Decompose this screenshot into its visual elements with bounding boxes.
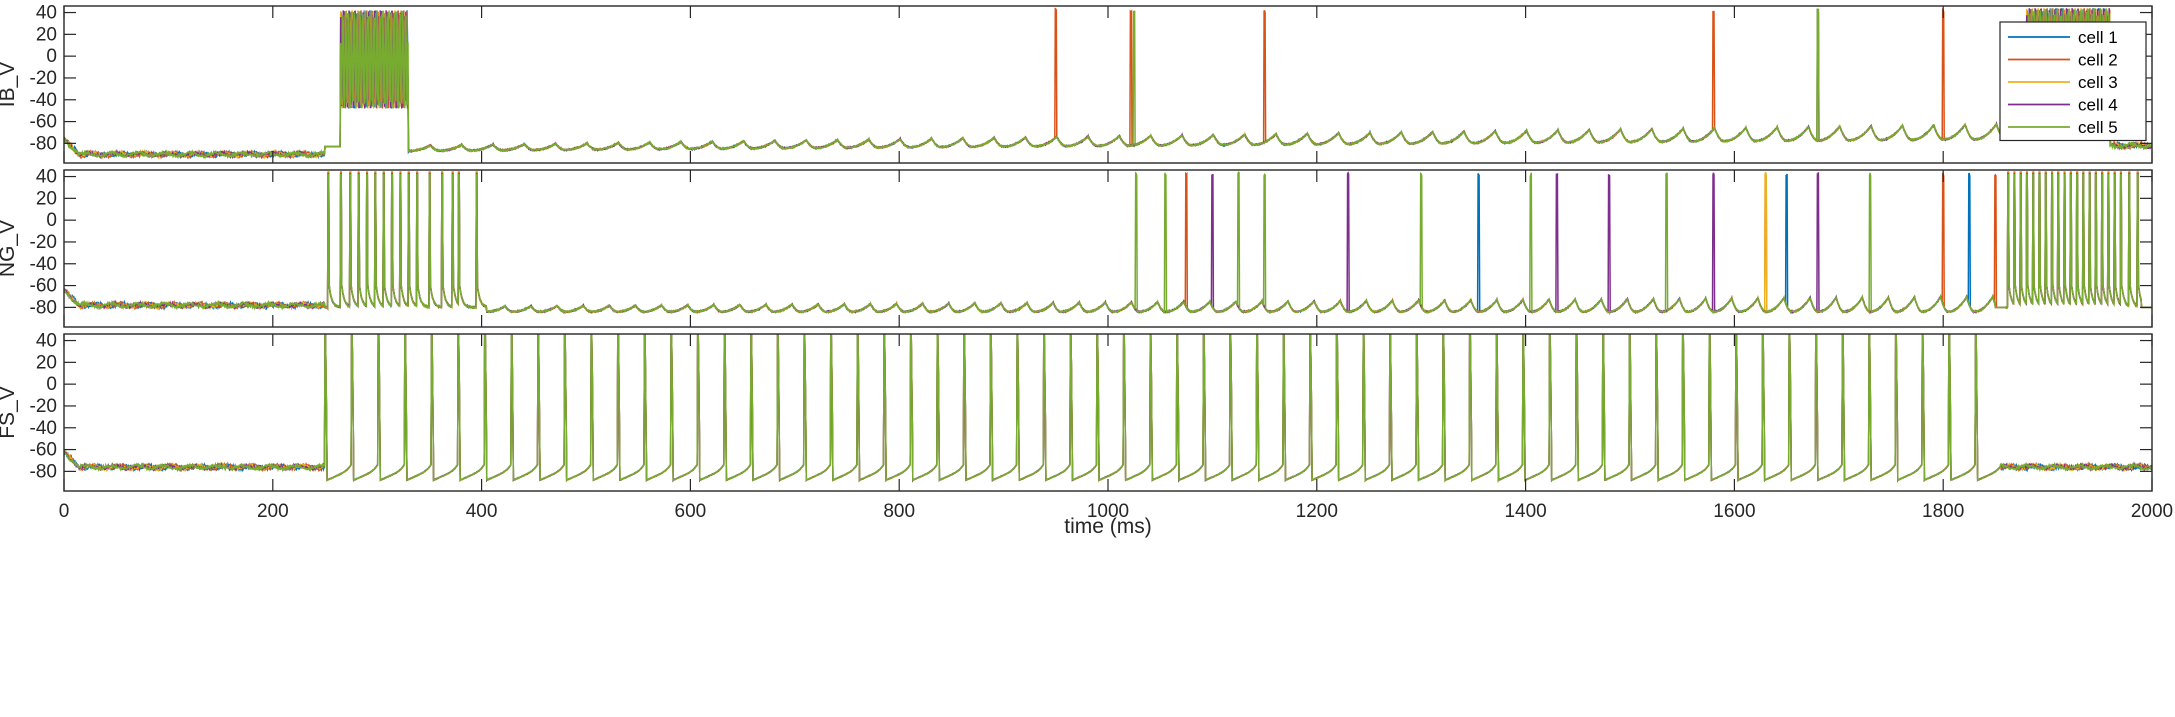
x-tick-label: 1000 <box>1087 501 1129 522</box>
x-tick-label: 200 <box>257 501 289 522</box>
legend: cell 1 cell 2 cell 3 cell 4 cell 5 <box>1999 21 2147 142</box>
y-tick-label: -40 <box>30 90 57 111</box>
legend-label: cell 4 <box>2078 96 2118 115</box>
y-tick-label: -60 <box>30 276 57 297</box>
x-tick-label: 600 <box>675 501 707 522</box>
legend-label: cell 3 <box>2078 73 2118 92</box>
x-tick-label: 800 <box>883 501 915 522</box>
traces <box>64 171 2152 315</box>
traces <box>64 334 2152 483</box>
series-line-cell-5 <box>64 171 2152 315</box>
y-tick-label: -80 <box>30 133 57 154</box>
y-axis-label: NG_V <box>0 220 19 277</box>
x-tick-label: 0 <box>59 501 70 522</box>
y-tick-label: -40 <box>30 254 57 275</box>
series-line-cell-5 <box>64 8 2152 160</box>
legend-label: cell 2 <box>2078 51 2118 70</box>
y-axis-label: IB_V <box>0 62 19 108</box>
y-tick-label: -60 <box>30 112 57 133</box>
y-tick-label: 0 <box>46 374 57 395</box>
x-tick-label: 1400 <box>1504 501 1546 522</box>
y-tick-label: -80 <box>30 297 57 318</box>
y-tick-label: -20 <box>30 232 57 253</box>
x-tick-label: 1800 <box>1922 501 1964 522</box>
y-tick-label: -20 <box>30 68 57 89</box>
x-tick-label: 400 <box>466 501 498 522</box>
y-tick-label: 20 <box>36 24 57 45</box>
y-tick-label: 40 <box>36 3 57 24</box>
traces <box>64 7 2152 160</box>
x-tick-label: 1200 <box>1296 501 1338 522</box>
legend-label: cell 5 <box>2078 118 2118 137</box>
x-axis-label: time (ms) <box>1064 515 1152 538</box>
y-tick-label: 20 <box>36 188 57 209</box>
y-tick-label: -80 <box>30 461 57 482</box>
x-tick-label: 1600 <box>1713 501 1755 522</box>
series-line-cell-5 <box>64 334 2152 483</box>
y-tick-label: -60 <box>30 440 57 461</box>
y-tick-label: 40 <box>36 331 57 352</box>
y-tick-label: 40 <box>36 167 57 188</box>
y-tick-label: 20 <box>36 352 57 373</box>
y-axis-label: FS_V <box>0 386 19 439</box>
y-tick-label: -20 <box>30 396 57 417</box>
y-tick-label: 0 <box>46 46 57 67</box>
legend-label: cell 1 <box>2078 28 2118 47</box>
y-tick-label: -40 <box>30 418 57 439</box>
x-tick-label: 2000 <box>2131 501 2173 522</box>
y-tick-label: 0 <box>46 210 57 231</box>
